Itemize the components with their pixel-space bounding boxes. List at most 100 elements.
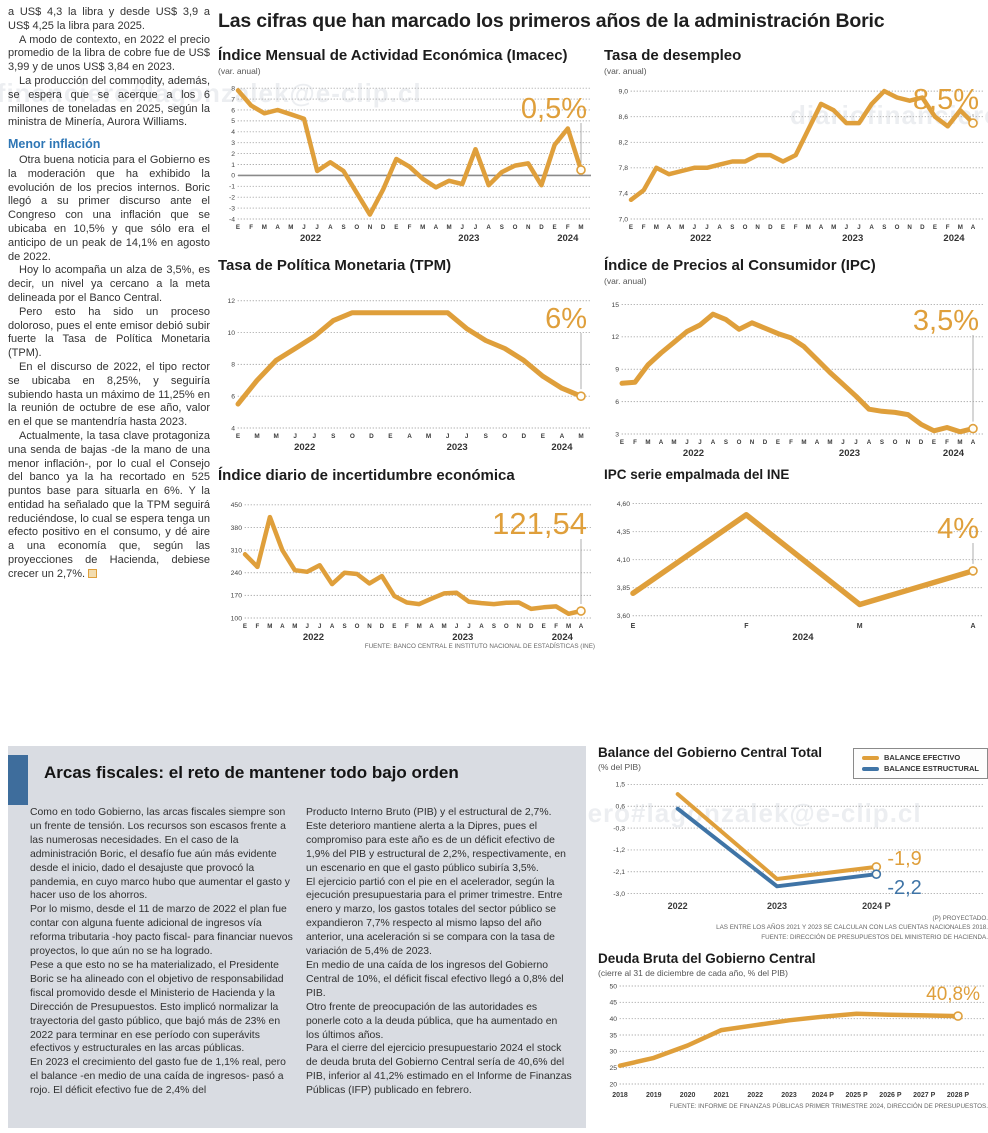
legend-label: BALANCE EFECTIVO (884, 753, 961, 762)
x-tick-label: E (932, 439, 936, 446)
chart-tpm: Tasa de Política Monetaria (TPM) 12 10 8 6 4 6… (218, 257, 595, 452)
svg-text:6: 6 (615, 398, 619, 405)
x-tick-label: J (705, 224, 709, 231)
article-subhead: Menor inflación (8, 137, 101, 152)
x-tick-label: D (768, 224, 773, 231)
x-tick-label: 2027 P (913, 1092, 936, 1099)
article-paragraph: Otra buena noticia para el Gobierno es l… (8, 153, 210, 263)
x-tick-label: M (857, 623, 863, 630)
x-tick-label: N (526, 224, 531, 231)
svg-text:170: 170 (231, 592, 243, 599)
svg-text:12: 12 (227, 298, 235, 305)
chart-subtitle: (var. anual) (604, 275, 647, 286)
series-line-incertidumbre (242, 514, 584, 616)
svg-text:8: 8 (231, 85, 235, 92)
x-tick-label: M (806, 224, 811, 231)
x-tick-label: F (642, 224, 646, 231)
x-tick-label: E (781, 224, 785, 231)
x-tick-label: M (420, 224, 425, 231)
svg-text:4,10: 4,10 (617, 557, 630, 564)
svg-text:310: 310 (231, 547, 243, 554)
x-tick-label: A (275, 224, 280, 231)
svg-text:-1,2: -1,2 (613, 847, 625, 854)
x-tick-label: E (629, 224, 633, 231)
fiscal-paragraph: En medio de una caída de los ingresos de… (306, 959, 564, 999)
chart-balance: Balance del Gobierno Central Total (% del… (598, 745, 988, 942)
x-tick-label: A (659, 439, 664, 446)
legend-swatch (862, 755, 879, 760)
fiscal-column-2: Producto Interno Bruto (PIB) y el estruc… (306, 806, 572, 1098)
fiscal-paragraph: Por lo mismo, desde el 11 de marzo de 20… (30, 904, 293, 958)
x-tick-label: E (236, 224, 240, 231)
x-tick-label: J (693, 224, 697, 231)
year-label: 2023 (458, 233, 479, 243)
x-tick-label: D (919, 439, 924, 446)
svg-text:3,60: 3,60 (617, 613, 630, 620)
chart-source-note: LAS ENTRE LOS AÑOS 2021 Y 2023 SE CALCUL… (716, 924, 988, 932)
x-tick-label: J (845, 224, 849, 231)
series-line-balance_efectivo (675, 791, 879, 881)
x-tick-label: M (262, 224, 267, 231)
svg-text:9,0: 9,0 (619, 88, 629, 95)
chart-imacec: Índice Mensual de Actividad Económica (I… (218, 47, 595, 243)
x-tick-label: M (654, 224, 659, 231)
x-tick-label: A (815, 439, 820, 446)
chart-source-note: FUENTE: DIRECCIÓN DE PRESUPUESTOS DEL MI… (761, 933, 988, 941)
x-tick-label: 2019 (646, 1092, 662, 1099)
svg-text:6: 6 (231, 393, 235, 400)
end-marker-ipc (968, 423, 978, 433)
x-tick-label: E (553, 224, 557, 231)
svg-text:-3: -3 (229, 205, 235, 212)
x-tick-label: M (254, 433, 259, 440)
chart-legend: BALANCE EFECTIVO BALANCE ESTRUCTURAL (853, 748, 988, 779)
x-tick-label: O (737, 439, 742, 446)
x-tick-label: J (857, 224, 861, 231)
svg-text:4: 4 (231, 129, 235, 136)
chart-source-note: (P) PROYECTADO. (932, 914, 988, 922)
svg-text:100: 100 (231, 615, 243, 622)
fiscal-paragraph: Producto Interno Bruto (PIB) y el estruc… (306, 807, 566, 874)
x-tick-label: D (529, 623, 534, 630)
x-tick-label: A (407, 433, 412, 440)
x-tick-label: J (446, 433, 450, 440)
svg-text:25: 25 (609, 1065, 617, 1072)
x-tick-label: 2026 P (879, 1092, 902, 1099)
chart-ipc_ine-plot: 4,60 4,35 4,10 3,85 3,60 4% E F M A 2024 (617, 501, 984, 642)
gridlines: 9,0 8,6 8,2 7,8 7,4 7,0 (619, 88, 984, 223)
x-tick-label: A (579, 623, 584, 630)
year-label: 2023 (452, 632, 473, 642)
chart-title: Índice diario de incertidumbre económica (218, 467, 515, 484)
x-tick-label: 2024 P (862, 901, 891, 911)
chart-title: Índice de Precios al Consumidor (IPC) (604, 257, 876, 274)
x-tick-label: M (442, 623, 447, 630)
svg-text:0,6: 0,6 (616, 803, 626, 810)
end-marker-desempleo (968, 117, 978, 128)
x-tick-label: M (958, 224, 963, 231)
x-tick-label: F (408, 224, 412, 231)
chart-source-note: FUENTE: INFORME DE FINANZAS PÚBLICAS PRI… (669, 1102, 988, 1110)
x-tick-label: S (331, 433, 336, 440)
highlight-value: 4% (937, 513, 979, 545)
svg-text:7,4: 7,4 (619, 190, 629, 197)
svg-text:5: 5 (231, 118, 235, 125)
x-tick-label: 2023 (781, 1092, 797, 1099)
x-tick-label: M (957, 439, 962, 446)
year-label: 2022 (690, 233, 711, 243)
legend-label: BALANCE ESTRUCTURAL (884, 764, 979, 773)
x-tick-label: N (750, 439, 755, 446)
gridlines: 1,5 0,6 -0,3 -1,2 -2,1 -3,0 (613, 782, 985, 898)
x-tick-label: M (671, 439, 676, 446)
x-tick-label: S (492, 623, 496, 630)
x-tick-label: S (730, 224, 734, 231)
x-tick-label: E (541, 433, 546, 440)
svg-text:9: 9 (615, 366, 619, 373)
fiscal-paragraph: El ejercicio partió con el pie en el ace… (306, 876, 563, 958)
x-tick-label: J (293, 433, 297, 440)
x-tick-label: J (685, 439, 689, 446)
legend-swatch (862, 766, 879, 771)
x-tick-label: E (243, 623, 247, 630)
chart-title: Tasa de desempleo (604, 47, 742, 64)
